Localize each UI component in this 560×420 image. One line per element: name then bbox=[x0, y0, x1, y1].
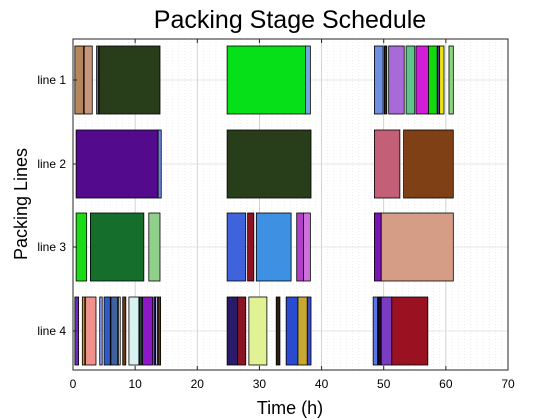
task-bar bbox=[306, 296, 312, 366]
task-bar bbox=[157, 296, 162, 366]
task-bar bbox=[247, 212, 255, 282]
x-tick-label: 50 bbox=[377, 377, 391, 391]
task-bar bbox=[391, 296, 429, 366]
task-bar bbox=[148, 212, 161, 282]
y-category-label: line 2 bbox=[37, 157, 66, 171]
task-bar bbox=[81, 296, 86, 366]
task-bar bbox=[305, 45, 311, 115]
task-bar bbox=[153, 296, 156, 366]
task-bar bbox=[98, 45, 161, 115]
task-bar bbox=[142, 296, 153, 366]
task-bar bbox=[303, 212, 311, 282]
task-bar bbox=[388, 45, 405, 115]
x-tick-label: 0 bbox=[70, 377, 77, 391]
task-bar bbox=[85, 296, 97, 366]
y-category-label: line 1 bbox=[37, 73, 66, 87]
task-bar bbox=[75, 212, 88, 282]
task-bar bbox=[372, 296, 378, 366]
task-bar bbox=[110, 296, 119, 366]
task-bar bbox=[122, 296, 127, 366]
task-bar bbox=[139, 296, 143, 366]
task-bar bbox=[428, 45, 438, 115]
task-bar bbox=[255, 212, 292, 282]
x-tick-label: 10 bbox=[128, 377, 142, 391]
task-bar bbox=[237, 296, 247, 366]
task-bar bbox=[383, 45, 388, 115]
task-bar bbox=[439, 45, 445, 115]
task-bar bbox=[373, 129, 401, 199]
task-bar bbox=[155, 296, 158, 366]
task-bar bbox=[448, 45, 454, 115]
task-bar bbox=[297, 296, 308, 366]
x-tick-label: 60 bbox=[439, 377, 453, 391]
task-bar bbox=[157, 129, 162, 199]
x-axis-ticks: 0 10 20 30 40 50 60 70 bbox=[70, 39, 515, 391]
y-category-label: line 4 bbox=[37, 324, 66, 338]
x-tick-label: 70 bbox=[501, 377, 515, 391]
task-bar bbox=[226, 129, 312, 199]
task-bar bbox=[226, 296, 239, 366]
y-axis-label: Packing Lines bbox=[11, 148, 31, 260]
task-bar bbox=[380, 296, 393, 366]
task-bar bbox=[405, 45, 416, 115]
chart-title: Packing Stage Schedule bbox=[154, 6, 426, 34]
task-bar bbox=[377, 296, 382, 366]
task-bar bbox=[285, 296, 299, 366]
task-bar bbox=[248, 296, 268, 366]
task-bar bbox=[117, 296, 121, 366]
task-bar bbox=[373, 212, 382, 282]
task-bar bbox=[99, 296, 103, 366]
task-bar bbox=[128, 296, 140, 366]
task-bar bbox=[415, 45, 429, 115]
task-bar bbox=[275, 296, 281, 366]
task-bar bbox=[83, 45, 93, 115]
task-bar bbox=[373, 45, 384, 115]
x-tick-label: 20 bbox=[191, 377, 205, 391]
task-bar bbox=[403, 129, 454, 199]
task-bar bbox=[296, 212, 304, 282]
plot-frame bbox=[72, 38, 509, 371]
y-category-label: line 3 bbox=[37, 240, 66, 254]
x-tick-label: 30 bbox=[253, 377, 267, 391]
x-axis-label: Time (h) bbox=[257, 398, 323, 418]
task-bars bbox=[74, 45, 454, 366]
task-bar bbox=[75, 129, 159, 199]
task-bar bbox=[380, 212, 454, 282]
x-tick-label: 40 bbox=[315, 377, 329, 391]
task-bar bbox=[90, 212, 145, 282]
task-bar bbox=[226, 212, 247, 282]
y-axis-ticks: line 1 line 2 line 3 line 4 bbox=[37, 73, 77, 338]
task-bar bbox=[96, 45, 99, 115]
task-bar bbox=[226, 45, 306, 115]
task-bar bbox=[103, 296, 111, 366]
